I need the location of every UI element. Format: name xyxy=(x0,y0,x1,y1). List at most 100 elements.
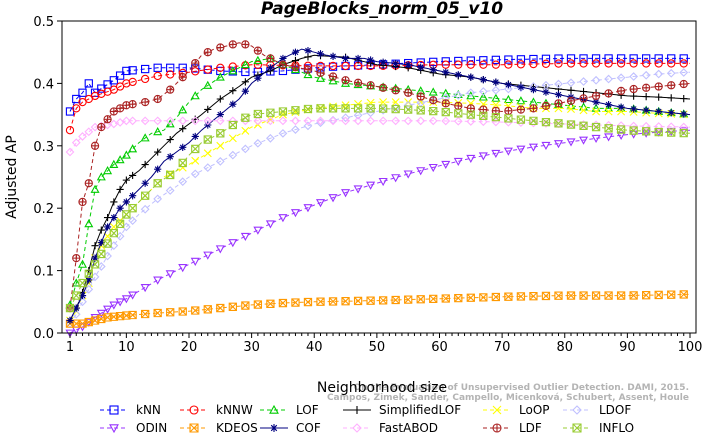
data-point xyxy=(153,94,162,104)
legend-item-ODIN: ODIN xyxy=(100,421,167,434)
data-point xyxy=(316,68,325,77)
data-point xyxy=(366,181,376,190)
data-point xyxy=(129,171,137,180)
data-point xyxy=(528,143,538,152)
data-point xyxy=(266,54,275,63)
legend-item-LDOF: LDOF xyxy=(563,403,631,417)
data-point xyxy=(228,62,237,71)
data-point xyxy=(341,116,350,126)
data-point xyxy=(566,59,576,68)
data-point xyxy=(241,40,250,49)
data-point xyxy=(203,251,213,260)
data-point xyxy=(103,223,112,231)
data-point xyxy=(179,125,187,133)
data-point xyxy=(266,133,275,143)
data-point xyxy=(504,292,513,301)
data-point xyxy=(616,86,626,96)
data-point xyxy=(141,309,150,319)
data-point xyxy=(416,295,425,304)
data-point xyxy=(504,114,513,123)
data-point xyxy=(178,307,187,316)
legend-item-SimplifiedLOF: SimplifiedLOF xyxy=(343,403,461,417)
data-point xyxy=(516,292,526,301)
legend-marker xyxy=(189,405,199,415)
data-point xyxy=(529,86,538,94)
data-point xyxy=(316,104,325,113)
x-tick-label: 10 xyxy=(118,340,135,355)
data-point xyxy=(121,150,131,159)
data-point xyxy=(567,104,575,113)
data-point xyxy=(629,291,638,300)
data-point xyxy=(616,125,626,134)
data-point xyxy=(241,87,249,95)
series-COF xyxy=(66,47,691,325)
data-point xyxy=(591,75,601,85)
data-point xyxy=(178,105,188,114)
data-point xyxy=(165,119,175,128)
data-point xyxy=(604,133,614,142)
data-point xyxy=(178,73,187,82)
data-point xyxy=(304,53,312,61)
data-point xyxy=(253,55,263,64)
data-point xyxy=(190,91,200,100)
series-line xyxy=(69,54,691,321)
data-point xyxy=(541,54,551,63)
data-point xyxy=(554,54,563,63)
watermark-line-1: Campos, Zimek, Sander, Campello, Micenko… xyxy=(327,393,689,403)
data-point xyxy=(328,104,338,113)
data-point xyxy=(153,276,163,285)
legend-marker xyxy=(109,424,119,434)
data-point xyxy=(128,144,138,153)
data-point xyxy=(379,58,387,66)
y-axis-label: Adjusted AP xyxy=(4,135,20,219)
data-point xyxy=(367,56,375,64)
data-point xyxy=(454,109,463,118)
data-point xyxy=(141,179,149,187)
legend-marker xyxy=(572,423,582,433)
data-point xyxy=(103,239,112,248)
legend-item-FastABOD: FastABOD xyxy=(343,421,438,434)
data-point xyxy=(591,59,601,68)
data-point xyxy=(654,82,663,91)
data-point xyxy=(391,295,400,305)
data-point xyxy=(266,116,275,126)
y-tick-label: 0.1 xyxy=(33,265,54,280)
data-point xyxy=(241,301,250,310)
legend-label: kNNW xyxy=(216,403,253,417)
legend-label: KDEOS xyxy=(216,421,258,434)
data-point xyxy=(216,111,224,119)
data-point xyxy=(85,276,93,284)
data-point xyxy=(491,149,501,159)
data-point xyxy=(616,73,626,83)
data-point xyxy=(541,117,551,127)
data-point xyxy=(667,290,676,299)
data-point xyxy=(516,96,526,105)
data-point xyxy=(191,58,200,68)
data-point xyxy=(479,56,488,65)
data-point xyxy=(303,297,313,307)
data-point xyxy=(329,52,337,60)
data-point xyxy=(291,63,300,72)
data-point xyxy=(417,63,425,71)
data-point xyxy=(454,293,463,303)
data-point xyxy=(191,156,200,165)
data-point xyxy=(303,69,313,79)
legend-item-LDF: LDF xyxy=(483,421,542,434)
data-point xyxy=(378,177,388,187)
data-point xyxy=(253,138,263,148)
data-point xyxy=(429,106,438,116)
data-point xyxy=(491,112,501,122)
data-point xyxy=(341,54,350,63)
data-point xyxy=(341,76,350,85)
data-point xyxy=(191,67,200,76)
data-point xyxy=(78,197,87,207)
data-point xyxy=(541,101,551,111)
data-point xyxy=(84,219,94,228)
data-point xyxy=(228,150,238,160)
data-point xyxy=(78,291,87,300)
data-point xyxy=(316,297,325,306)
data-point xyxy=(116,204,124,212)
data-point xyxy=(353,116,363,126)
data-point xyxy=(516,115,526,124)
data-point xyxy=(579,59,588,68)
